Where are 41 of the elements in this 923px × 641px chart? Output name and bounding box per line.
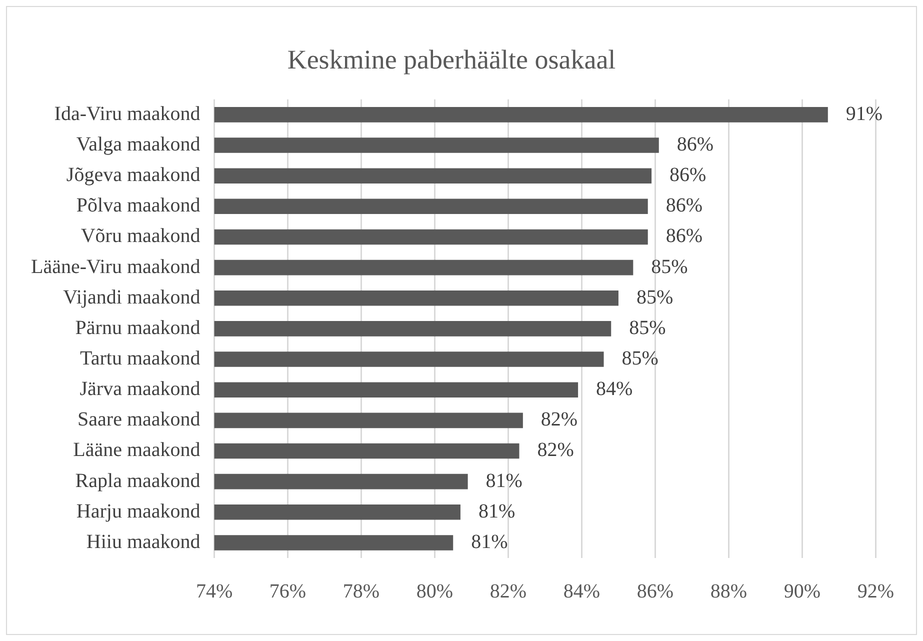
y-tick-label: Lääne maakond	[73, 439, 200, 462]
data-label: 82%	[540, 408, 578, 431]
data-label: 81%	[478, 500, 516, 522]
data-label: 85%	[622, 348, 658, 370]
x-tick-label: 88%	[710, 580, 748, 602]
y-tick-label: Jõgeva maakond	[66, 164, 200, 186]
y-tick-label: Võru maakond	[80, 225, 200, 248]
y-tick-label: Saare maakond	[78, 408, 200, 431]
x-tick-label: 78%	[342, 580, 380, 602]
data-label: 84%	[596, 378, 633, 400]
y-tick-label: Järva maakond	[80, 378, 200, 400]
y-tick-label: Pärnu maakond	[75, 316, 200, 339]
data-label: 86%	[666, 194, 703, 217]
y-tick-label: Harju maakond	[76, 500, 200, 522]
x-tick-label: 82%	[490, 580, 527, 602]
x-tick-label: 84%	[563, 580, 600, 602]
x-tick-label: 74%	[196, 580, 233, 602]
chart-title: Keskmine paberhäälte osakaal	[287, 44, 616, 74]
x-tick-label: 76%	[269, 580, 306, 602]
data-label: 85%	[651, 256, 688, 278]
y-tick-label: Põlva maakond	[76, 194, 200, 217]
y-tick-label: Tartu maakond	[80, 348, 200, 370]
data-label: 91%	[846, 102, 883, 125]
y-tick-label: Vijandi maakond	[63, 286, 200, 308]
data-label: 82%	[537, 439, 574, 462]
y-tick-label: Rapla maakond	[75, 470, 200, 492]
x-tick-label: 90%	[784, 580, 821, 602]
data-label: 86%	[670, 164, 706, 186]
data-label: 81%	[486, 470, 522, 492]
x-tick-label: 86%	[636, 580, 674, 602]
data-label: 85%	[636, 286, 674, 308]
x-tick-label: 92%	[857, 580, 894, 602]
y-tick-label: Lääne-Viru maakond	[30, 256, 200, 278]
y-tick-label: Valga maakond	[76, 134, 200, 156]
y-tick-label: Hiiu maakond	[86, 530, 200, 553]
data-label: 85%	[629, 316, 666, 339]
data-label: 81%	[471, 530, 508, 553]
x-tick-label: 80%	[416, 580, 454, 602]
data-label: 86%	[666, 225, 703, 248]
data-label: 86%	[676, 134, 714, 156]
y-tick-label: Ida-Viru maakond	[54, 102, 200, 125]
